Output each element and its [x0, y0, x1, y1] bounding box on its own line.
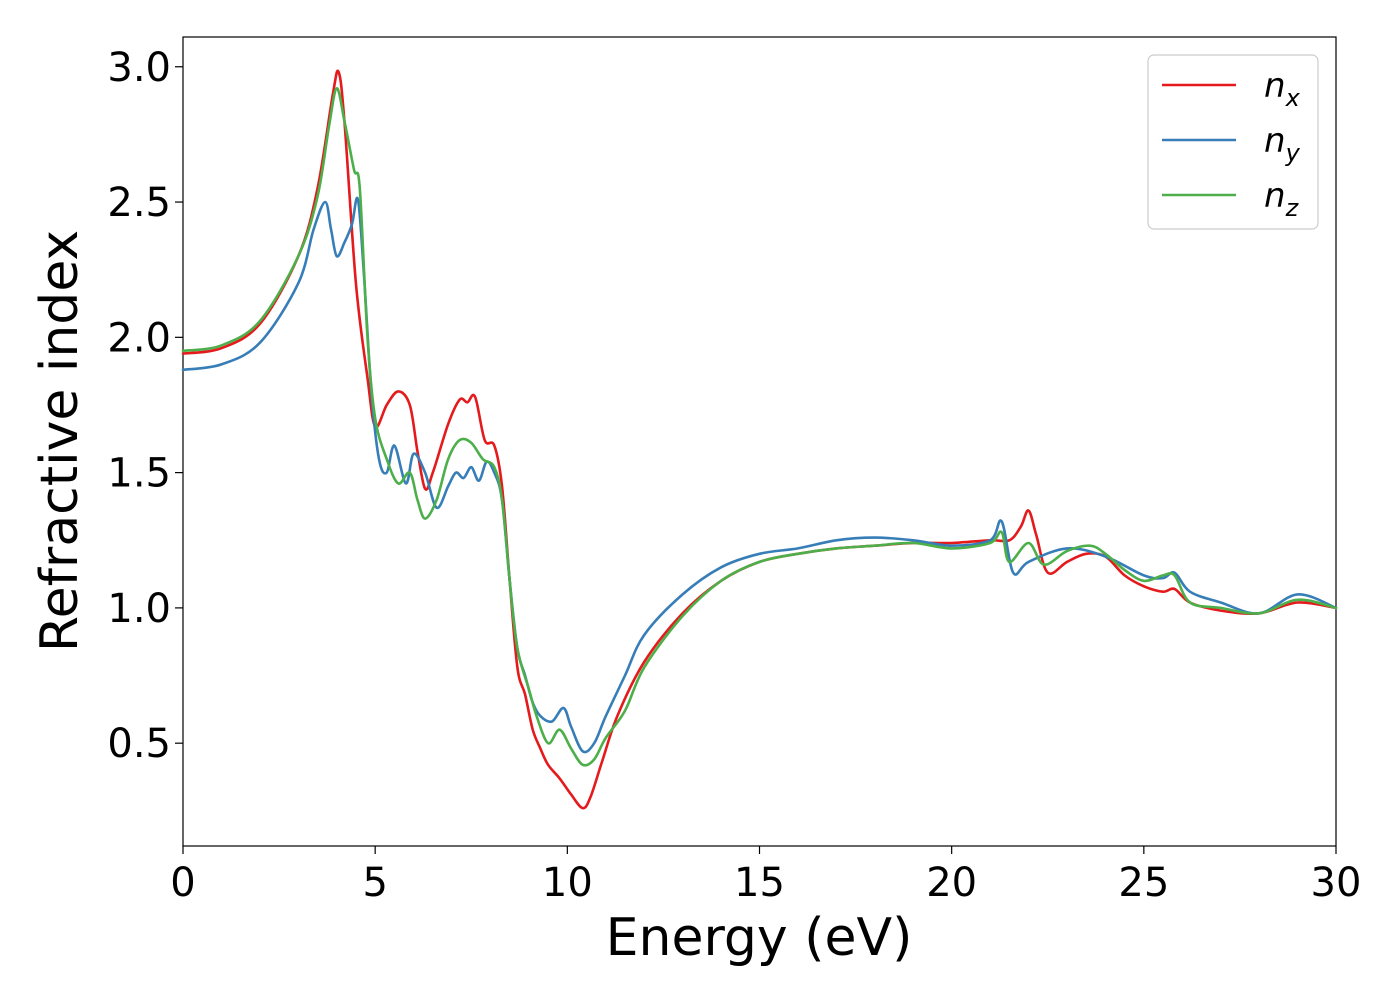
- y-tick-label: 2.5: [107, 180, 171, 226]
- y-tick-label: 2.0: [107, 315, 171, 361]
- x-tick-label: 0: [170, 860, 195, 906]
- legend-box: [1147, 54, 1319, 230]
- y-tick-label: 0.5: [107, 721, 171, 767]
- y-axis-title: Refractive index: [30, 230, 90, 652]
- legend-label-subscript: z: [1285, 194, 1300, 222]
- legend-label-base: n: [1264, 66, 1286, 106]
- x-tick-label: 5: [362, 860, 387, 906]
- x-axis-title: Energy (eV): [606, 908, 913, 968]
- x-tick-label: 15: [734, 860, 785, 906]
- legend-label-z: nz: [1264, 176, 1300, 222]
- legend-label-subscript: y: [1285, 139, 1301, 167]
- y-tick-label: 3.0: [107, 45, 171, 91]
- legend-label-y: ny: [1264, 121, 1301, 167]
- x-tick-label: 25: [1118, 860, 1169, 906]
- x-tick-label: 10: [542, 860, 593, 906]
- legend-label-x: nx: [1264, 66, 1301, 112]
- legend-label-base: n: [1264, 121, 1286, 161]
- legend-label-subscript: x: [1285, 84, 1301, 112]
- y-tick-label: 1.5: [107, 451, 171, 497]
- series-line-z: [181, 87, 1338, 767]
- x-tick-label: 30: [1311, 860, 1362, 906]
- series-line-x: [181, 69, 1338, 810]
- x-tick-label: 20: [926, 860, 977, 906]
- y-tick-label: 1.0: [107, 586, 171, 632]
- legend-label-base: n: [1264, 176, 1286, 216]
